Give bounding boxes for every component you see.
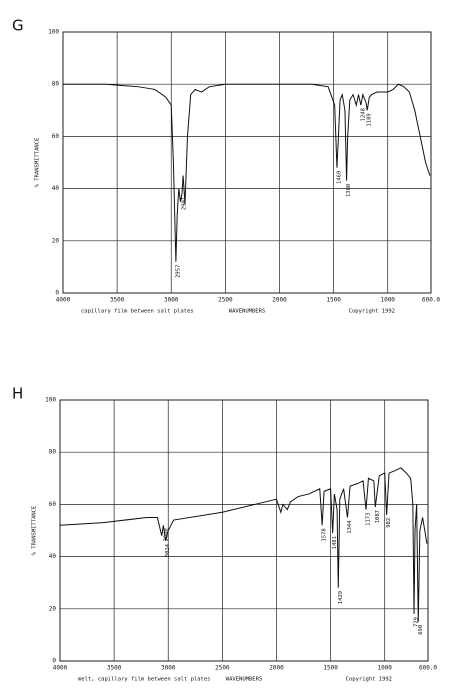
copyright: Copyright 1992 [349, 309, 395, 315]
peak-label: 982 [386, 518, 392, 528]
x-axis-label: WAVENUMBERS [226, 677, 262, 683]
spectrum-line [59, 467, 428, 622]
x-tick-label: 3500 [110, 297, 125, 304]
y-axis-label: % TRANSMITTANCE [32, 506, 38, 556]
x-tick-label: 4000 [53, 665, 68, 672]
peak-label: 1189 [367, 113, 373, 126]
y-tick-label: 40 [49, 553, 57, 560]
panel-letter: G [12, 17, 24, 35]
plot-frame [62, 31, 432, 294]
peak-label: 729 [414, 617, 420, 627]
y-tick-label: 40 [52, 185, 60, 192]
y-tick-label: 20 [52, 237, 60, 244]
x-tick-label: 3500 [107, 665, 122, 672]
peak-label: 1344 [347, 520, 353, 534]
peak-label: 1429 [338, 591, 344, 604]
x-tick-label: 600.0 [419, 665, 437, 672]
peak-label: 1380 [346, 184, 352, 197]
x-axis-label: WAVENUMBERS [229, 309, 265, 315]
y-axis-label: % TRANSMITTANCE [35, 138, 41, 188]
peak-label: 1481 [332, 536, 338, 549]
peak-label: 2957 [175, 265, 181, 278]
x-tick-label: 600.0 [422, 297, 440, 304]
x-tick-label: 2000 [272, 297, 287, 304]
spectrum-line [63, 83, 431, 262]
peak-label: 1248 [360, 108, 366, 121]
peak-label: 3024 [165, 543, 171, 557]
y-tick-label: 100 [45, 397, 56, 404]
x-tick-label: 3000 [161, 665, 176, 672]
peak-label: 2901 [181, 197, 187, 210]
x-tick-label: 1500 [323, 665, 338, 672]
sample-note: melt, capillary film between salt plates [78, 677, 210, 683]
copyright: Copyright 1992 [346, 677, 392, 683]
y-tick-label: 60 [49, 501, 57, 508]
y-tick-label: 0 [55, 290, 59, 297]
y-tick-label: 100 [48, 29, 59, 36]
y-tick-label: 80 [52, 81, 60, 88]
peak-label: 3040 [163, 528, 169, 541]
y-tick-label: 80 [49, 449, 57, 456]
peak-label: 1469 [336, 171, 342, 184]
x-tick-label: 1000 [377, 665, 392, 672]
plot-frame [59, 399, 429, 662]
x-tick-label: 2500 [215, 665, 230, 672]
y-tick-label: 60 [52, 133, 60, 140]
x-tick-label: 3000 [164, 297, 179, 304]
x-tick-label: 2000 [269, 665, 284, 672]
panel-letter: H [12, 385, 23, 403]
peak-label: 1173 [365, 513, 371, 526]
x-tick-label: 1000 [380, 297, 395, 304]
peak-label: 690 [418, 625, 424, 635]
sample-note: capillary film between salt plates [81, 309, 194, 315]
y-tick-label: 20 [49, 605, 57, 612]
y-tick-label: 0 [52, 658, 56, 665]
peak-label: 1087 [375, 510, 381, 523]
peak-label: 1578 [322, 528, 328, 541]
x-tick-label: 2500 [218, 297, 233, 304]
x-tick-label: 4000 [56, 297, 71, 304]
x-tick-label: 1500 [326, 297, 341, 304]
